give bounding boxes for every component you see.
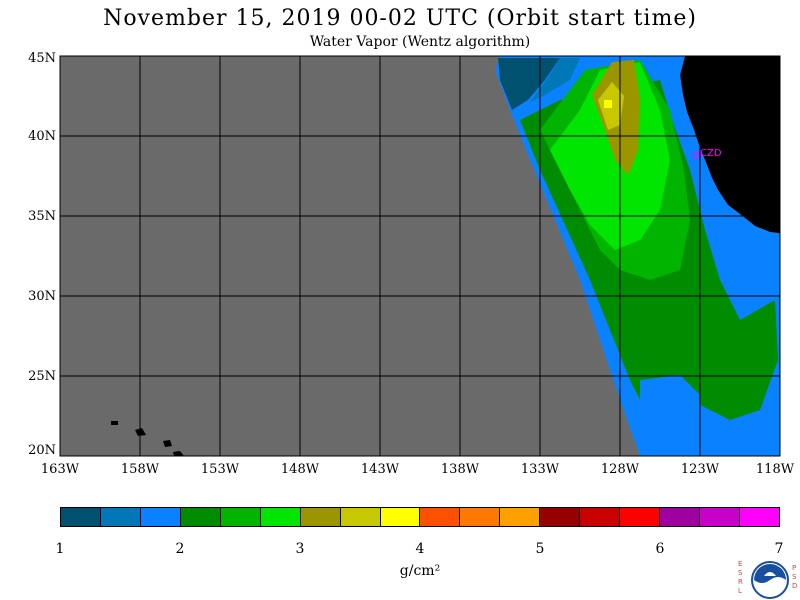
map-frame [59, 55, 781, 457]
colorbar-swatch-8 [380, 508, 421, 526]
colorbar-tick-6: 6 [655, 541, 665, 557]
lon-label-163w: 163W [40, 462, 80, 477]
swath-lowerblue [640, 375, 700, 445]
colorbar-swatch-2 [140, 508, 181, 526]
lon-label-158w: 158W [120, 462, 160, 477]
colorbar-swatch-10 [460, 508, 501, 526]
lat-label-30n: 30N [28, 289, 56, 304]
swath-teal [498, 58, 560, 110]
colorbar-swatch-7 [340, 508, 381, 526]
swath-rightblue [728, 240, 775, 300]
lon-label-148w: 148W [280, 462, 320, 477]
colorbar-swatch-0 [61, 508, 101, 526]
logo-letter-d: D [792, 582, 798, 590]
station-label: CZD [700, 148, 722, 159]
logo-letter-s2: S [792, 573, 797, 581]
logo-letter-e: E [738, 560, 743, 568]
island-maui [163, 440, 172, 447]
lon-label-133w: 133W [520, 462, 560, 477]
colorbar-swatch-14 [620, 508, 661, 526]
colorbar-tick-4: 4 [415, 541, 425, 557]
lon-label-123w: 123W [680, 462, 720, 477]
colorbar-tick-3: 3 [295, 541, 305, 557]
lat-label-20n: 20N [28, 443, 56, 458]
page-title: November 15, 2019 00-02 UTC (Orbit start… [103, 6, 697, 31]
grid-lines [60, 56, 780, 456]
colorbar-tick-5: 5 [535, 541, 545, 557]
lon-label-143w: 143W [360, 462, 400, 477]
station-marker [693, 152, 700, 159]
island-hawaii [173, 451, 184, 456]
lat-label-35n: 35N [28, 209, 56, 224]
lon-label-128w: 128W [600, 462, 640, 477]
colorbar-swatch-16 [700, 508, 740, 526]
colorbar-swatch-6 [300, 508, 341, 526]
colorbar-swatch-15 [660, 508, 700, 526]
swath-peak [604, 100, 612, 108]
colorbar-swatch-17 [739, 508, 779, 526]
colorbar-tick-1: 1 [55, 541, 65, 557]
logo-letter-s: S [738, 569, 743, 577]
swath-brightgreen [550, 62, 670, 250]
colorbar-swatch-11 [500, 508, 541, 526]
logo-letter-p: P [792, 564, 797, 572]
page-subtitle: Water Vapor (Wentz algorithm) [309, 34, 531, 50]
colorbar-swatch-1 [100, 508, 141, 526]
colorbar-tick-2: 2 [175, 541, 185, 557]
colorbar-tick-7: 7 [774, 541, 784, 557]
lon-label-153w: 153W [200, 462, 240, 477]
colorbar-swatch-13 [580, 508, 621, 526]
lat-label-40n: 40N [28, 129, 56, 144]
land-mass [680, 56, 780, 233]
colorbar-swatch-4 [220, 508, 261, 526]
swath-midblue [530, 58, 580, 102]
colorbar-swatch-5 [260, 508, 301, 526]
lat-label-25n: 25N [28, 369, 56, 384]
colorbar-swatch-9 [420, 508, 461, 526]
water-vapor-map: CZD [59, 55, 781, 457]
colorbar [60, 507, 780, 527]
noaa-logo: E S R L P S D [736, 558, 800, 600]
lon-label-118w: 118W [755, 462, 795, 477]
logo-letter-r: R [738, 578, 743, 586]
lat-label-45n: 45N [28, 51, 56, 66]
colorbar-units: g/cm² [399, 563, 441, 579]
noaa-emblem [751, 561, 789, 599]
colorbar-swatch-3 [180, 508, 221, 526]
lon-label-138w: 138W [440, 462, 480, 477]
island-kauai [111, 421, 118, 425]
logo-letter-l: L [738, 587, 742, 595]
colorbar-swatch-12 [540, 508, 581, 526]
